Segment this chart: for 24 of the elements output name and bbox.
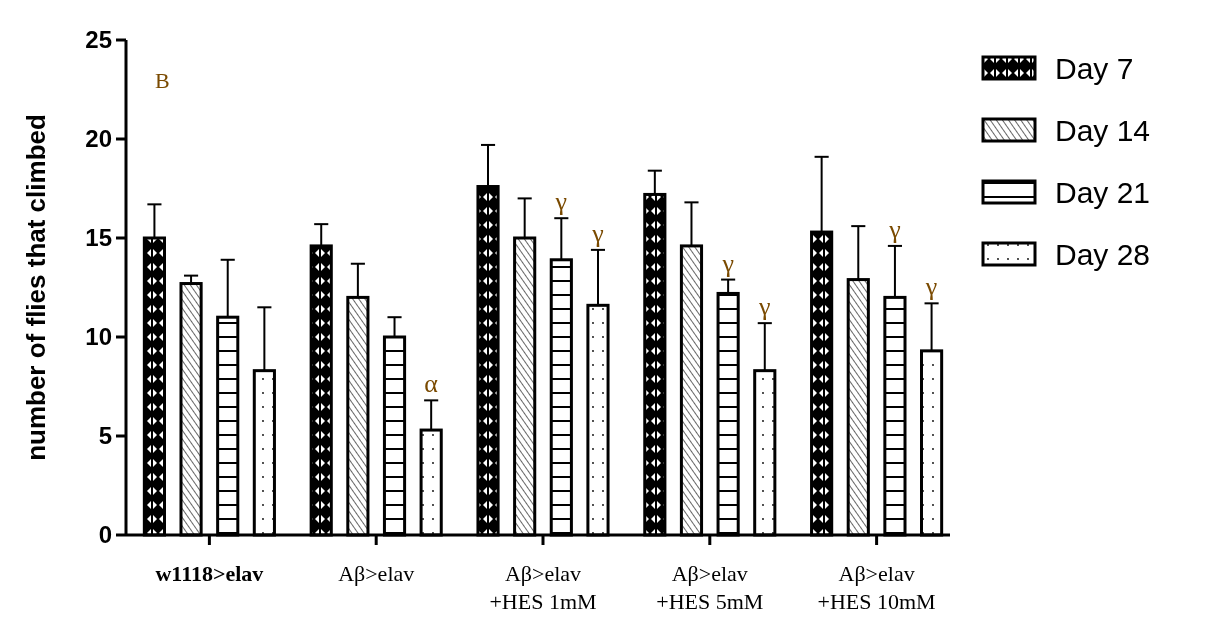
y-tick-label: 5 <box>98 422 112 450</box>
y-tick-label: 15 <box>85 224 112 252</box>
x-tick-label: Aβ>elav +HES 10mM <box>817 561 936 614</box>
x-tick-label: Aβ>elav +HES 1mM <box>489 561 597 614</box>
annotation: γ <box>591 218 604 248</box>
legend-label: Day 21 <box>1055 175 1151 209</box>
y-axis-title: number of flies that climbed <box>21 114 52 461</box>
legend-label: Day 28 <box>1055 237 1151 271</box>
y-tick-label: 25 <box>85 26 112 54</box>
annotation: γ <box>888 214 901 244</box>
x-tick-label: w1118>elav <box>155 561 264 586</box>
x-tick-label: Aβ>elav +HES 5mM <box>656 561 764 614</box>
annotation: B <box>155 68 170 93</box>
annotation: γ <box>758 292 771 322</box>
legend-label: Day 7 <box>1055 51 1134 85</box>
x-tick-label: Aβ>elav <box>338 561 415 586</box>
annotation: γ <box>924 272 938 302</box>
annotation: α <box>424 369 439 399</box>
y-tick-label: 20 <box>85 125 112 153</box>
annotation: γ <box>554 187 568 217</box>
annotation: γ <box>721 248 734 278</box>
y-tick-label: 10 <box>85 323 112 351</box>
legend-label: Day 14 <box>1055 113 1151 147</box>
y-tick-label: 0 <box>98 521 112 549</box>
